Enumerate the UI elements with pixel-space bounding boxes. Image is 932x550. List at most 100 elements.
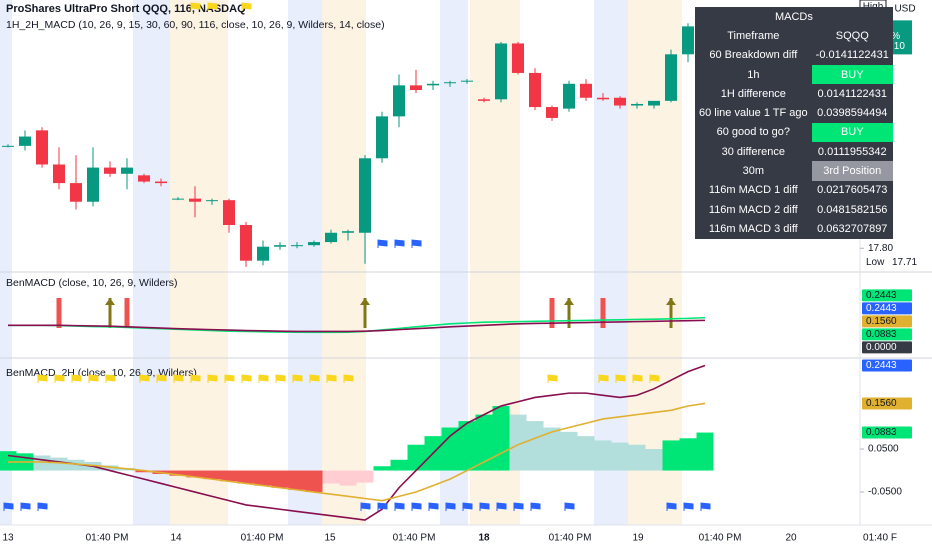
flag-icon — [224, 374, 235, 383]
flag-icon — [377, 502, 388, 511]
flag-icon — [513, 502, 524, 511]
candle-body — [2, 145, 14, 147]
flag-icon — [37, 502, 48, 511]
candle-body — [495, 43, 507, 100]
cell: 0.0481582156 — [817, 203, 888, 216]
line — [7, 364, 706, 521]
histogram-bar — [407, 444, 425, 471]
flag-icon — [190, 374, 201, 383]
candle-body — [648, 100, 660, 106]
candle-body — [104, 167, 116, 174]
value-badge — [862, 341, 912, 354]
y-tick-label: -0.0500 — [868, 487, 902, 498]
candle-body — [461, 80, 473, 82]
flag-icon — [394, 239, 405, 248]
value-badge-label: 0.2443 — [866, 290, 897, 301]
candle-body — [274, 245, 286, 247]
value-badge-label: 0.2443 — [866, 360, 897, 371]
histogram-bar — [288, 470, 306, 490]
x-tick-label: 19 — [632, 533, 644, 544]
cell: 60 line value 1 TF ago — [699, 107, 808, 120]
candle-body — [597, 97, 609, 100]
flag-icon — [258, 374, 269, 383]
flag-icon — [445, 502, 456, 511]
flag-icon — [241, 374, 252, 383]
histogram-bar — [373, 466, 391, 471]
flag-icon — [326, 374, 337, 383]
histogram-bar — [560, 431, 578, 471]
histogram-bar — [509, 414, 527, 471]
cell: 1h — [747, 68, 760, 81]
candle-body — [478, 99, 490, 101]
histogram-bar — [169, 470, 187, 476]
cell: BUY — [811, 64, 893, 85]
value-badge — [862, 302, 912, 315]
flag-icon — [54, 374, 65, 383]
candle-body — [189, 198, 201, 202]
histogram-bar — [0, 451, 17, 471]
histogram-bar — [101, 465, 119, 471]
cell: BUY — [811, 122, 893, 143]
low-value: 17.71 — [892, 257, 917, 268]
cell: SQQQ — [835, 29, 869, 42]
flag-icon — [428, 502, 439, 511]
cell: 116m MACD 2 diff — [708, 203, 798, 216]
histogram-bar — [628, 444, 646, 471]
value-badge-label: 0.0883 — [866, 329, 897, 340]
candle-body — [172, 198, 184, 200]
candle-body — [87, 167, 99, 202]
x-tick-label: 01:40 PM — [699, 533, 742, 544]
flag-icon — [649, 374, 660, 383]
table-title: MACDs — [774, 10, 813, 23]
value-badge-label: 0.2443 — [866, 303, 897, 314]
value-badge-label: 0.1560 — [866, 316, 897, 327]
histogram-bar — [390, 459, 408, 471]
histogram-bar — [577, 436, 595, 471]
flag-icon — [411, 502, 422, 511]
candle-body — [155, 181, 167, 184]
flag-icon — [564, 502, 575, 511]
histogram-bar — [237, 470, 255, 484]
flag-icon — [71, 374, 82, 383]
session-band — [133, 0, 170, 525]
pane-title: BenMACD (close, 10, 26, 9, Wilders) — [6, 277, 178, 289]
candle-body — [614, 97, 626, 106]
x-tick-label: 15 — [324, 533, 336, 544]
flag-icon — [343, 374, 354, 383]
histogram-bar — [611, 442, 629, 471]
cell: 116m MACD 3 diff — [708, 222, 798, 235]
candle-body — [206, 200, 218, 202]
signal-arrow — [666, 298, 676, 305]
cell: 0.0632707897 — [817, 222, 888, 235]
pane-title: BenMACD_2H (close, 10, 26, 9, Wilders) — [6, 367, 197, 379]
currency: USD — [894, 4, 915, 15]
histogram-bar — [67, 459, 85, 471]
candle-body — [410, 85, 422, 90]
value-badge — [862, 359, 912, 372]
value-badge — [862, 315, 912, 328]
flag-icon — [37, 374, 48, 383]
x-tick-label: 01:40 PM — [393, 533, 436, 544]
flag-icon — [292, 374, 303, 383]
cell: 0.0141122431 — [817, 87, 888, 100]
candle-body — [342, 231, 354, 233]
candle-body — [291, 245, 303, 247]
flag-icon — [156, 374, 167, 383]
histogram-bar — [492, 406, 510, 471]
x-tick-label: 13 — [2, 533, 14, 544]
candle-body — [427, 83, 439, 86]
histogram-bar — [543, 427, 561, 471]
x-tick-label: 18 — [478, 533, 490, 544]
cell: 60 Breakdown diff — [709, 49, 798, 62]
candle-body — [308, 242, 320, 246]
flag-icon — [547, 374, 558, 383]
histogram-bar — [526, 421, 544, 471]
candle-body — [240, 225, 252, 261]
candle-body — [376, 116, 388, 159]
flag-icon — [530, 502, 541, 511]
candle-body — [546, 107, 558, 118]
value-badge — [862, 397, 912, 410]
flag-icon — [105, 374, 116, 383]
y-tick-label: 17.80 — [868, 243, 893, 254]
value-badge — [862, 426, 912, 439]
